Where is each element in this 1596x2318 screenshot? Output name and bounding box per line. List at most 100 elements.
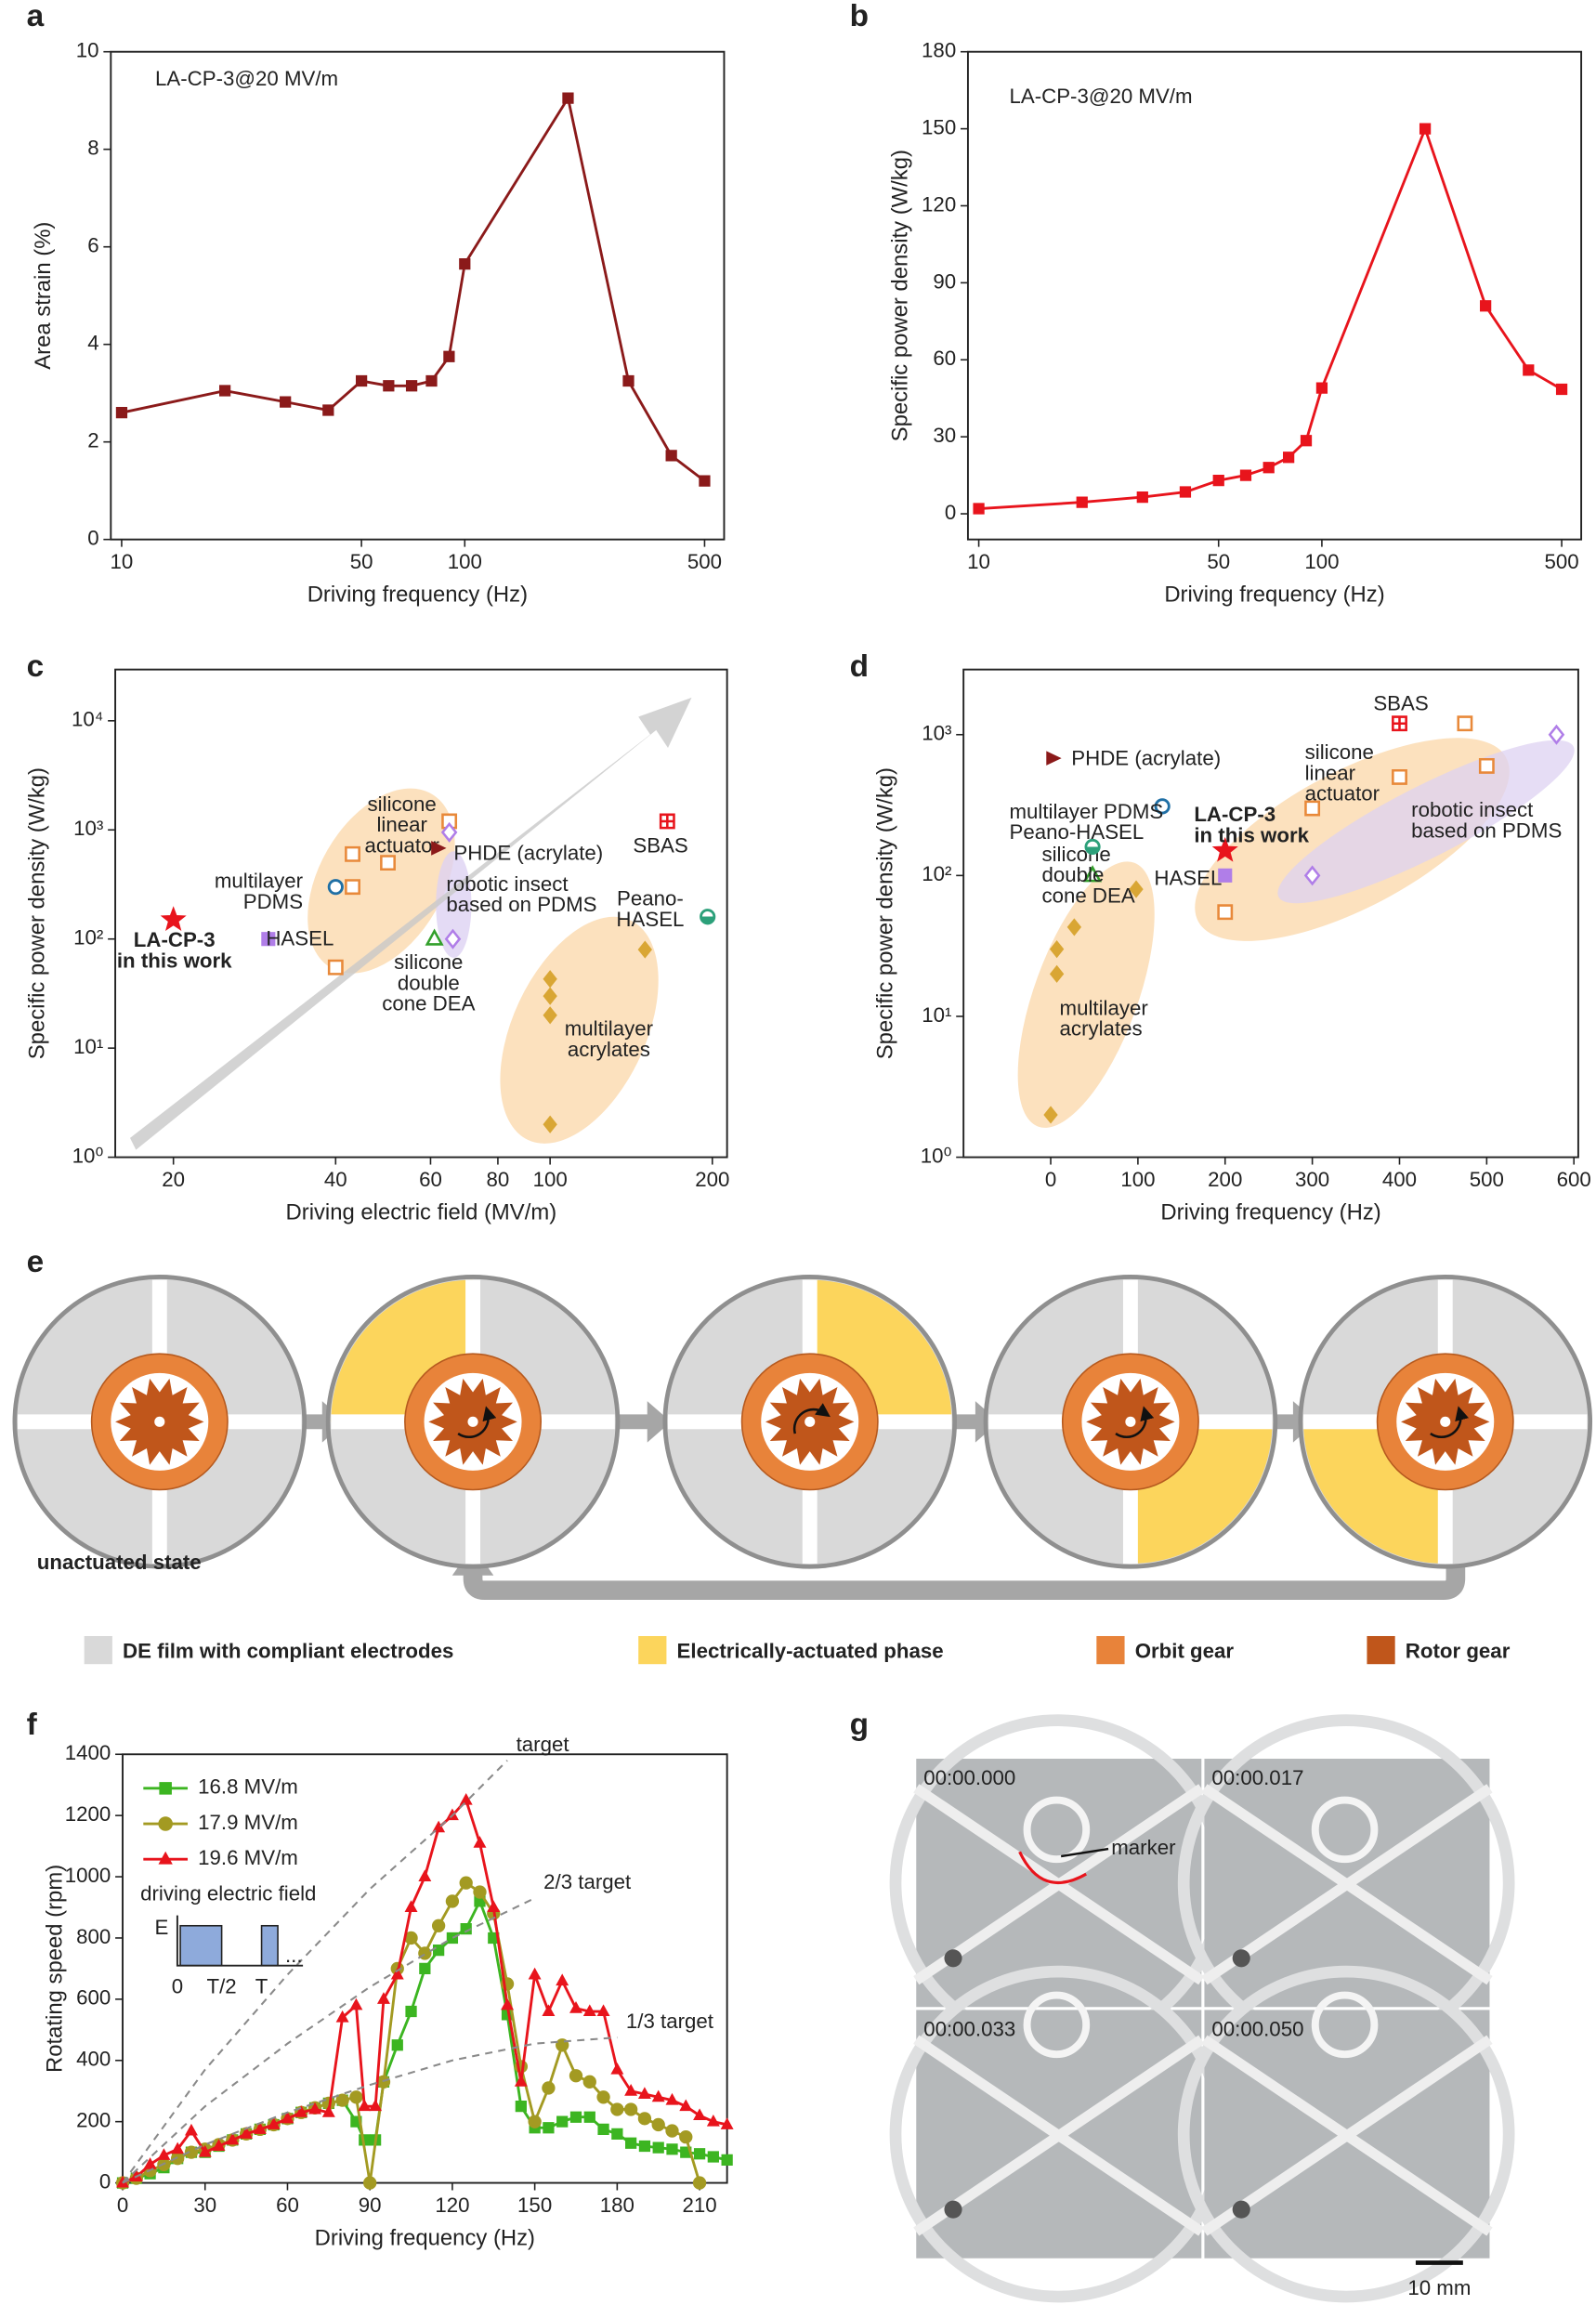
marker <box>1218 868 1233 883</box>
rotation-arrow <box>1430 1406 1469 1438</box>
x-axis-label: Driving frequency (Hz) <box>315 2225 535 2250</box>
marker <box>624 2084 638 2096</box>
legend-swatch <box>1096 1635 1125 1665</box>
panel-letter: c <box>27 649 45 684</box>
timestamp: 00:00.050 <box>1211 2018 1303 2041</box>
marker <box>1211 836 1238 862</box>
marker <box>446 1932 459 1945</box>
annotation: LA-CP-3@20 MV/m <box>155 67 338 90</box>
marker <box>459 257 471 270</box>
marker <box>405 2005 417 2018</box>
marker <box>1523 364 1535 376</box>
y-tick-label: 0 <box>87 527 98 550</box>
marker <box>543 1115 557 1133</box>
marker <box>659 813 675 830</box>
scale-label: 10 mm <box>1407 2276 1471 2299</box>
marker <box>1300 435 1313 447</box>
marker <box>327 879 344 896</box>
point-label: actuator <box>364 833 439 857</box>
y-tick-label: 2 <box>87 429 98 452</box>
marker <box>459 1792 473 1805</box>
x-tick-label: 150 <box>517 2194 552 2217</box>
point-label: robotic insect <box>1411 798 1534 821</box>
marker <box>515 2101 527 2113</box>
marker <box>280 396 292 408</box>
rotation-arrow <box>792 1403 831 1434</box>
marker <box>543 970 557 989</box>
reference-line <box>122 1760 508 2184</box>
marker <box>622 374 634 387</box>
marker <box>419 1962 431 1975</box>
x-tick-label: 30 <box>193 2194 216 2217</box>
point-label: silicone <box>1305 740 1374 764</box>
marker <box>253 2122 267 2134</box>
marker <box>445 1894 460 1908</box>
marker <box>391 2039 403 2051</box>
marker <box>349 2090 363 2104</box>
x-axis-label: Driving frequency (Hz) <box>307 582 528 607</box>
legend-label: Orbit gear <box>1135 1639 1235 1662</box>
legend-label: Rotor gear <box>1406 1639 1511 1662</box>
marker <box>281 2111 294 2124</box>
legend-swatch <box>84 1635 112 1665</box>
region <box>436 851 472 958</box>
y-tick-label: 0 <box>99 2169 111 2193</box>
legend-swatch <box>1367 1635 1395 1665</box>
marker <box>611 2128 623 2140</box>
marker <box>473 1885 487 1899</box>
point-label: linear <box>1305 761 1356 784</box>
photo-struts <box>1201 1784 1493 1985</box>
marker <box>693 2108 707 2121</box>
marker <box>637 2087 651 2099</box>
y-tick-label: 0 <box>945 501 956 524</box>
marker <box>219 385 231 397</box>
marker <box>1304 800 1321 817</box>
caption: unactuated state <box>37 1551 202 1574</box>
point-label: Peano-HASEL <box>1009 820 1144 844</box>
rotor-hub <box>154 1416 165 1427</box>
reference-label: 2/3 target <box>543 1870 632 1893</box>
marker <box>376 2075 391 2089</box>
y-tick-label: 400 <box>76 2048 111 2071</box>
panel-letter: f <box>27 1708 38 1742</box>
marker <box>1212 474 1224 487</box>
marker <box>1262 462 1275 474</box>
y-tick-label: 1200 <box>65 1802 111 1826</box>
annotation: LA-CP-3@20 MV/m <box>1009 85 1192 108</box>
rotor-hub <box>467 1416 478 1427</box>
marker <box>226 2132 240 2145</box>
marker <box>1480 300 1492 312</box>
panel-letter: b <box>850 0 869 33</box>
actuator-unit <box>325 1275 621 1569</box>
marker <box>308 2102 322 2115</box>
marker <box>441 813 458 830</box>
x-tick-label: 500 <box>1544 550 1578 573</box>
reference-line <box>122 2036 618 2184</box>
plot-frame <box>122 1753 728 2184</box>
marker <box>652 2141 664 2154</box>
marker <box>322 404 334 416</box>
marker <box>582 2075 596 2089</box>
legend-label: 17.9 MV/m <box>198 1811 298 1834</box>
x-tick-label: 40 <box>324 1168 347 1191</box>
marker <box>693 2148 706 2160</box>
photo-bolt <box>1232 2200 1250 2219</box>
marker <box>294 2105 308 2117</box>
x-tick-label: 100 <box>533 1168 568 1191</box>
photo-struts <box>913 1784 1205 1985</box>
point-label: silicone <box>394 950 463 974</box>
marker <box>335 2010 349 2023</box>
marker <box>1154 798 1171 815</box>
y-axis-label: Specific power density (W/kg) <box>888 150 913 441</box>
marker <box>1239 469 1252 481</box>
plot-frame <box>110 50 726 541</box>
marker <box>1084 838 1101 856</box>
marker <box>528 1967 542 1980</box>
marker <box>1392 768 1407 785</box>
marker <box>699 475 711 487</box>
plot-frame <box>114 668 728 1159</box>
marker <box>692 2176 707 2190</box>
marker <box>556 2038 569 2052</box>
marker <box>143 2157 157 2169</box>
